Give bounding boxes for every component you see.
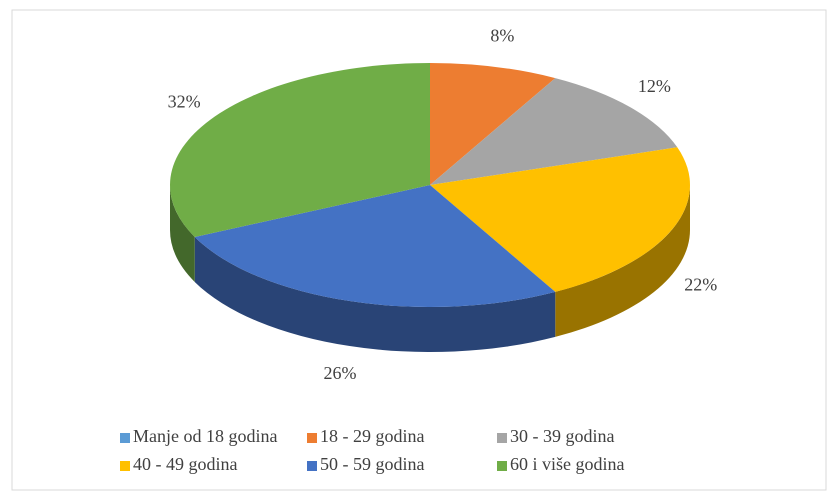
- slice-side: [194, 236, 556, 353]
- legend-label: 40 - 49 godina: [133, 454, 237, 474]
- legend-label: Manje od 18 godina: [133, 426, 277, 446]
- slice-side: [555, 185, 690, 337]
- data-label: 26%: [324, 363, 357, 383]
- slice: [170, 63, 431, 237]
- data-label: 32%: [168, 91, 201, 111]
- data-label: 8%: [490, 25, 514, 45]
- legend-label: 30 - 39 godina: [510, 426, 614, 446]
- legend-label: 18 - 29 godina: [320, 426, 424, 446]
- slice-side: [170, 185, 195, 282]
- legend-swatch: [497, 461, 507, 471]
- legend-label: 60 i više godina: [510, 454, 625, 474]
- data-label: 22%: [684, 274, 717, 294]
- legend-swatch: [120, 461, 130, 471]
- legend-swatch: [307, 433, 317, 443]
- legend-swatch: [497, 433, 507, 443]
- legend-swatch: [307, 461, 317, 471]
- legend-swatch: [120, 433, 130, 443]
- slice: [430, 147, 691, 292]
- slice: [194, 185, 556, 307]
- data-label: 12%: [638, 76, 671, 96]
- slice: [430, 63, 556, 185]
- legend-label: 50 - 59 godina: [320, 454, 424, 474]
- slice: [430, 78, 678, 185]
